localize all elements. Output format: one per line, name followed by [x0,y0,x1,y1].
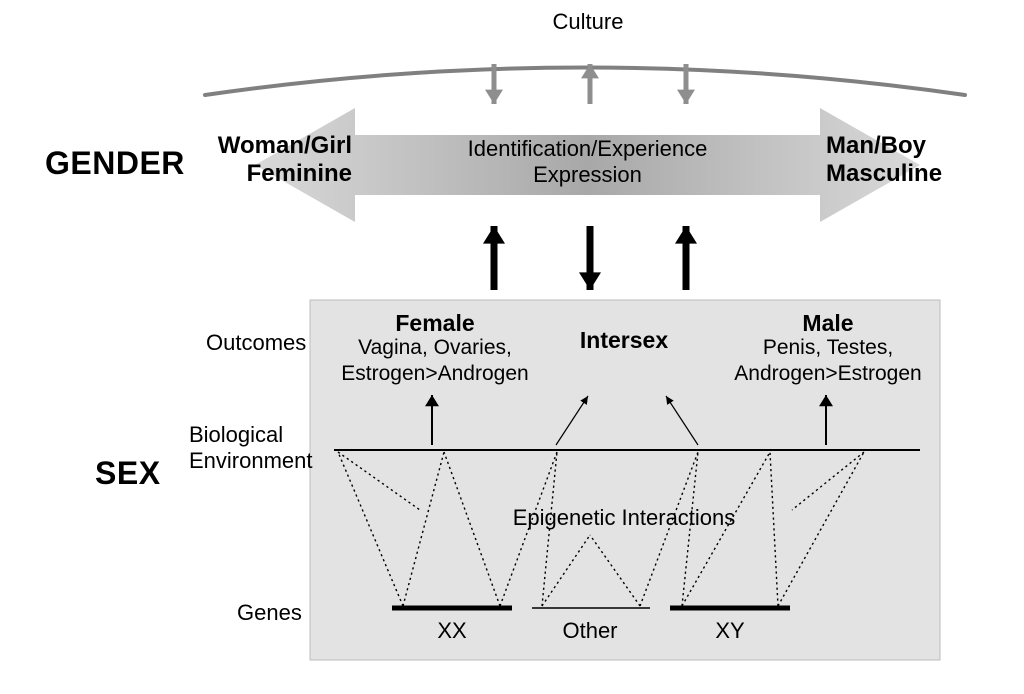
bioenv-label-bottom: Environment [189,448,313,473]
male-heading: Male [316,310,1024,336]
gene-xy-label: XY [218,618,1024,643]
male-line2: Androgen>Estrogen [316,362,1024,386]
sex-heading: SEX [95,455,161,492]
arrow-center-top: Identification/Experience [76,136,1024,161]
male-line1: Penis, Testes, [316,336,1024,360]
bioenv-label-top: Biological [189,422,283,447]
arrow-center-bottom: Expression [76,162,1024,187]
epigenetic-label: Epigenetic Interactions [112,505,1024,530]
culture-label: Culture [76,9,1024,34]
diagram-canvas: Culture GENDER Woman/Girl Feminine Man/B… [0,0,1024,694]
